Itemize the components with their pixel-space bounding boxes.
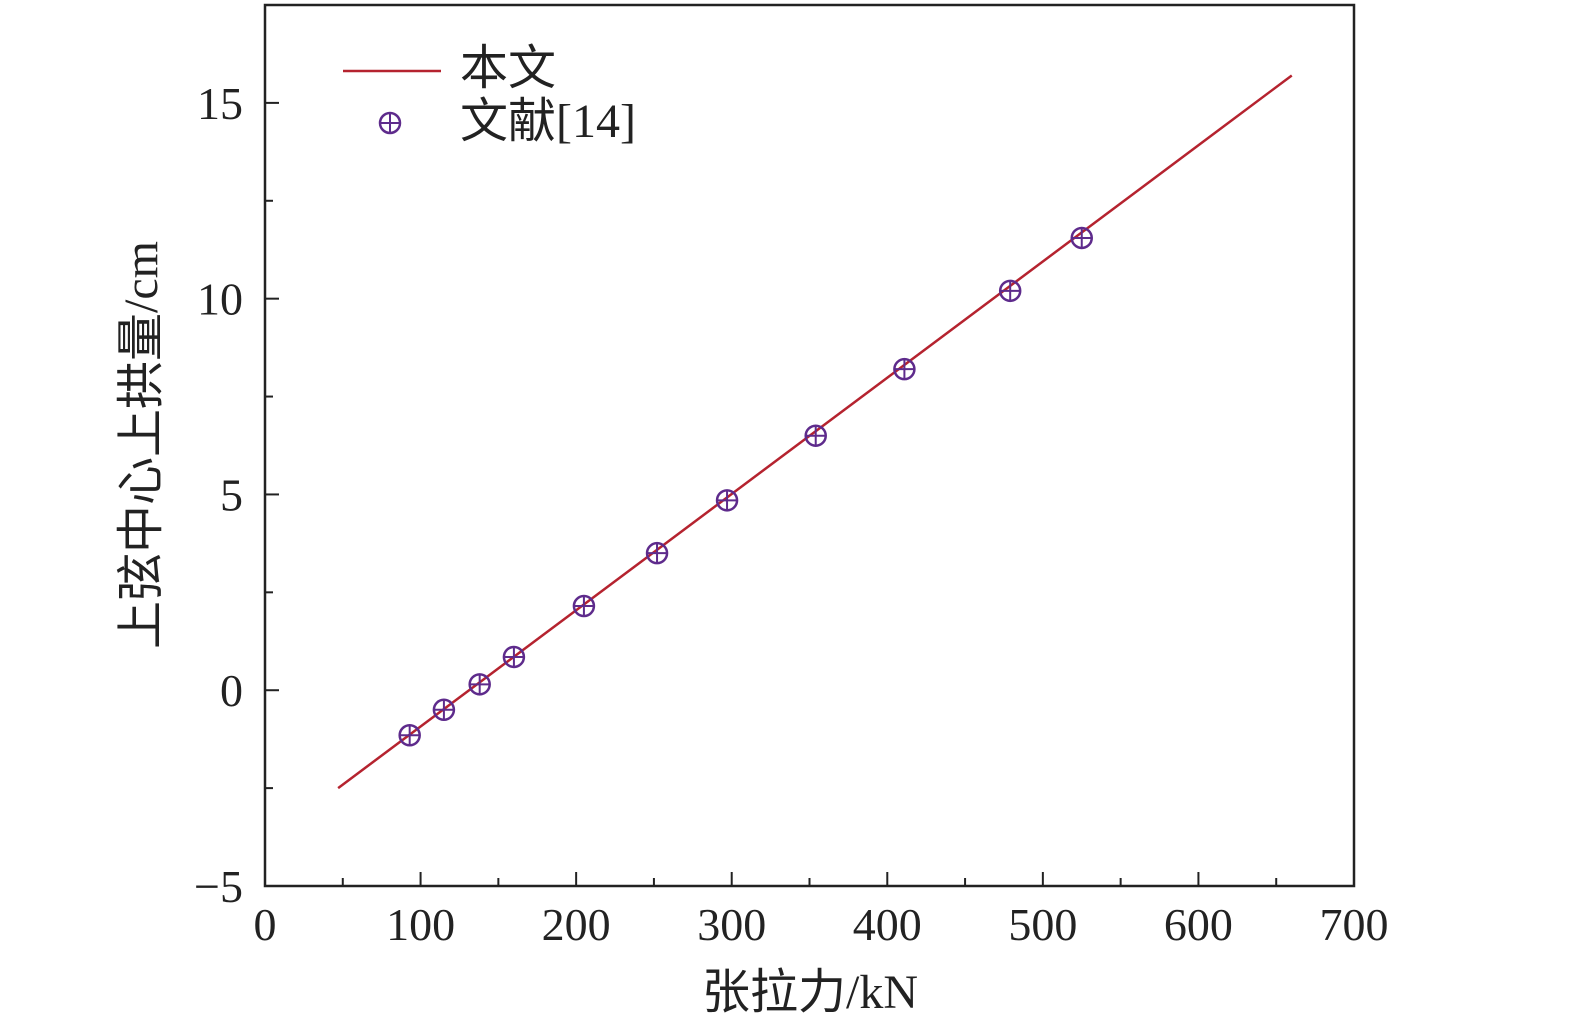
- data-point-marker: [893, 357, 916, 381]
- legend-label-scatter: 文献[14]: [460, 95, 636, 148]
- x-tick-label: 0: [254, 899, 277, 950]
- x-tick-label: 300: [697, 899, 766, 950]
- x-tick-label: 200: [542, 899, 611, 950]
- legend: 本文 文献[14]: [343, 42, 636, 148]
- data-point-marker: [645, 541, 669, 565]
- data-point-marker: [804, 424, 827, 447]
- x-axis-label: 张拉力/kN: [702, 966, 918, 1019]
- data-point-marker: [468, 673, 491, 696]
- series-layer: [337, 74, 1293, 790]
- x-axis-ticks: 0 100 200 300 400 500 600 700: [254, 872, 1389, 950]
- x-tick-label: 400: [853, 899, 922, 950]
- y-tick-label: 10: [197, 274, 243, 325]
- data-point-marker: [715, 489, 739, 512]
- data-point-marker: [998, 279, 1022, 303]
- data-point-marker: [432, 698, 456, 722]
- data-point-marker: [502, 645, 526, 669]
- y-tick-label: 5: [220, 469, 243, 520]
- x-tick-label: 500: [1008, 899, 1077, 950]
- y-axis-label: 上弦中心上拱量/cm: [115, 241, 168, 649]
- data-point-marker: [1070, 226, 1093, 250]
- data-point-marker: [398, 724, 421, 747]
- plot-frame: [263, 3, 1356, 888]
- x-tick-label: 700: [1320, 899, 1389, 950]
- x-tick-label: 600: [1164, 899, 1233, 950]
- y-axis-ticks: −5 0 5 10 15: [194, 78, 279, 912]
- legend-marker-icon: [378, 111, 402, 135]
- data-point-marker: [572, 594, 596, 618]
- x-tick-label: 100: [386, 899, 455, 950]
- y-tick-label: −5: [194, 861, 243, 912]
- legend-label-line: 本文: [460, 42, 556, 95]
- y-tick-label: 15: [197, 78, 243, 129]
- y-tick-label: 0: [220, 665, 243, 716]
